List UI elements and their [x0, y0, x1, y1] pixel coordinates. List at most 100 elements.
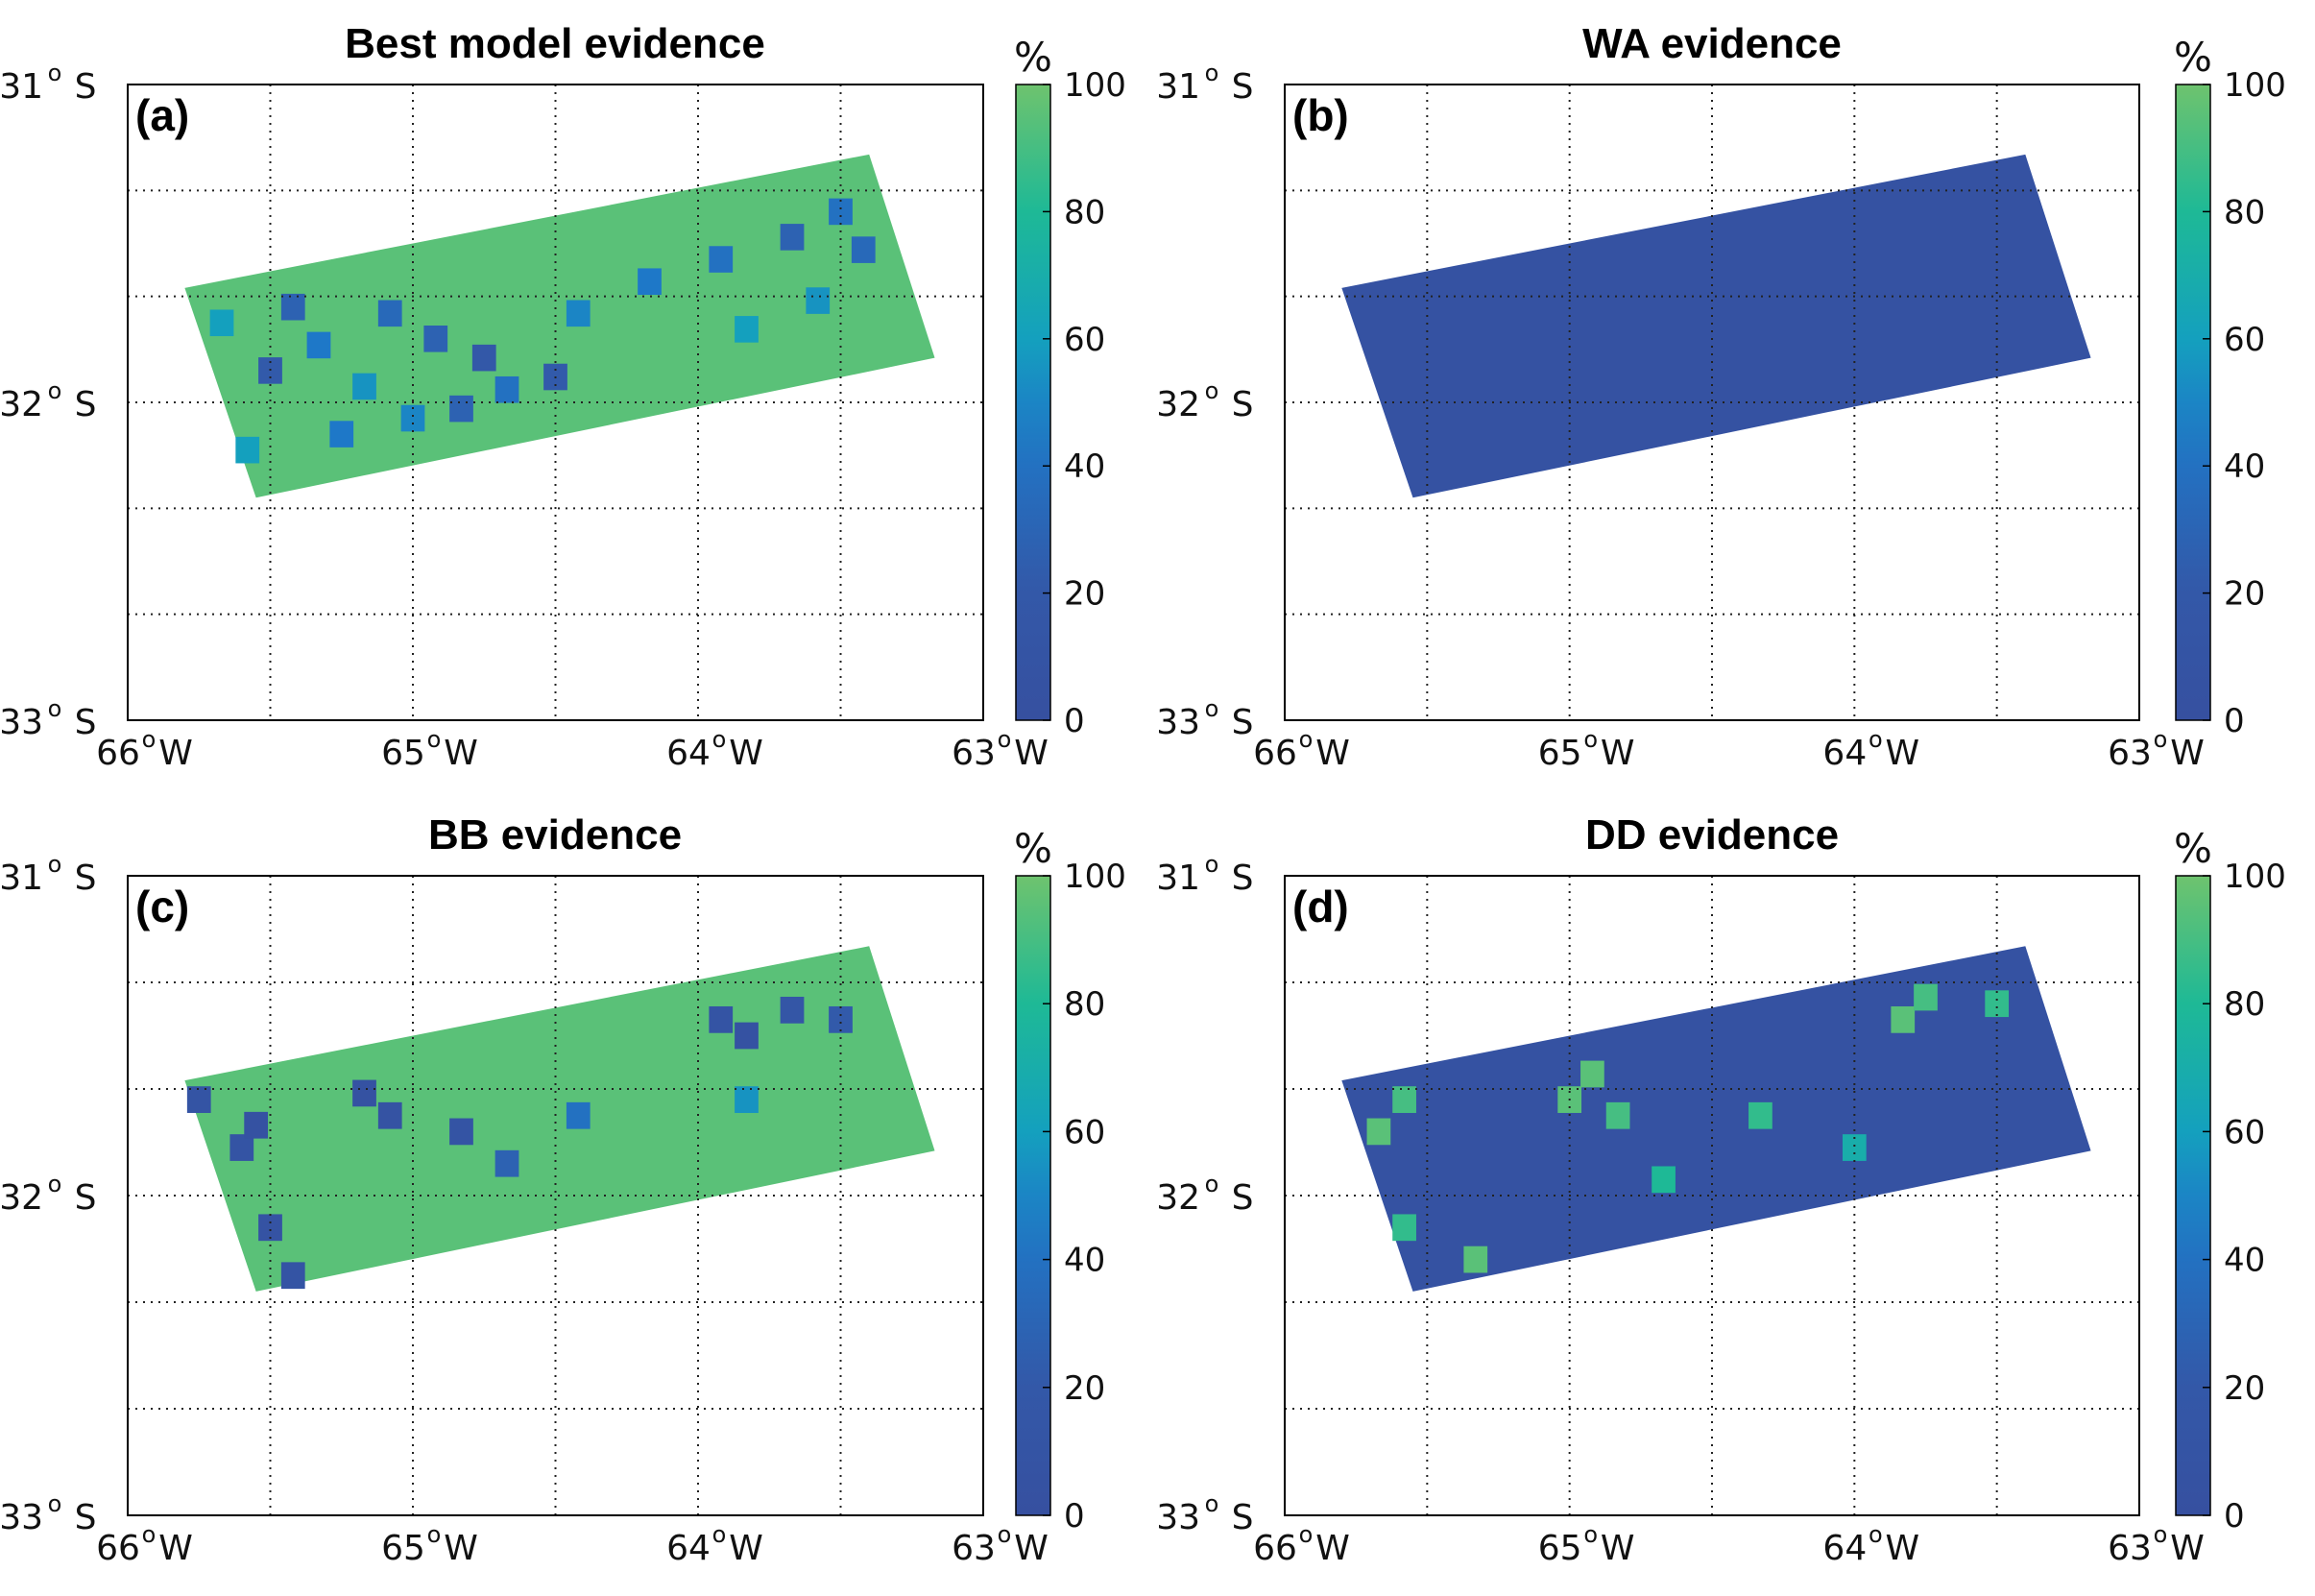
- data-cell: [1748, 1101, 1772, 1129]
- data-cell: [352, 373, 376, 400]
- y-tick-degree: o: [1205, 377, 1219, 404]
- data-cell: [1891, 1005, 1916, 1033]
- data-swath: [184, 154, 935, 498]
- data-cell: [1605, 1101, 1630, 1129]
- plot-frame: [127, 84, 984, 721]
- colorbar-tick-label: 0: [1064, 1497, 1085, 1536]
- x-tick-label: 65: [1538, 1529, 1582, 1568]
- data-cell: [377, 300, 402, 327]
- colorbar-tick-label: 0: [2224, 1497, 2245, 1536]
- data-cell: [494, 375, 519, 403]
- x-tick-suffix: W: [2170, 1529, 2205, 1568]
- colorbar-tick-label: 60: [2224, 1113, 2265, 1151]
- x-tick-suffix: W: [1601, 1529, 1635, 1568]
- y-tick-label: 32: [1156, 1178, 1200, 1218]
- x-tick-label: 64: [1822, 1529, 1867, 1568]
- y-tick-label: 31: [0, 858, 43, 898]
- y-tick-degree: o: [48, 377, 62, 404]
- y-tick-degree: o: [1205, 1171, 1219, 1197]
- x-tick-suffix: W: [1315, 734, 1350, 773]
- data-cell: [449, 395, 473, 423]
- y-tick-suffix: S: [1232, 385, 1254, 424]
- data-cell: [209, 309, 234, 337]
- x-tick-label: 64: [666, 1529, 711, 1568]
- x-tick-suffix: W: [2170, 734, 2205, 773]
- y-tick-degree: o: [48, 851, 62, 878]
- y-tick-degree: o: [1205, 695, 1219, 722]
- x-tick-degree: o: [1583, 1521, 1598, 1548]
- x-tick-degree: o: [1299, 1521, 1314, 1548]
- data-cell: [566, 300, 591, 327]
- x-tick-suffix: W: [444, 1529, 478, 1568]
- x-tick-degree: o: [998, 726, 1012, 753]
- y-tick-degree: o: [48, 1490, 62, 1517]
- x-tick-degree: o: [1299, 726, 1314, 753]
- y-tick-label: 31: [0, 67, 43, 107]
- y-tick-suffix: S: [1232, 703, 1254, 742]
- data-cell: [229, 1134, 254, 1161]
- x-tick-suffix: W: [1601, 734, 1635, 773]
- panel-b: WA evidence(b)66 o W 65 o W 64 o W 63 o W31 o S32 o S33…: [1156, 20, 2286, 773]
- panel-label: (a): [135, 90, 189, 140]
- colorbar: [1015, 875, 1051, 1516]
- x-tick-label: 65: [381, 1529, 425, 1568]
- x-tick-suffix: W: [729, 1529, 763, 1568]
- colorbar-tick-label: 20: [2224, 1369, 2265, 1408]
- data-cell: [1392, 1214, 1416, 1242]
- x-tick-label: 66: [1253, 1529, 1297, 1568]
- panel-c: BB evidence(c)66 o W 65 o W 64 o W 63 o W31 o S32 o S33…: [0, 811, 1126, 1568]
- x-tick-label: 64: [666, 734, 711, 773]
- x-tick-suffix: W: [1886, 1529, 1920, 1568]
- data-cell: [329, 421, 354, 447]
- colorbar-unit: %: [2174, 34, 2212, 81]
- colorbar-tick-label: 20: [2224, 575, 2265, 614]
- x-tick-degree: o: [427, 1521, 442, 1548]
- y-tick-degree: o: [48, 60, 62, 86]
- y-tick-suffix: S: [75, 858, 97, 898]
- colorbar-tick-label: 60: [1064, 1113, 1105, 1151]
- data-cell: [244, 1111, 269, 1139]
- x-tick-suffix: W: [158, 734, 193, 773]
- colorbar-tick-label: 100: [2224, 66, 2286, 105]
- colorbar-tick-label: 100: [2224, 858, 2286, 896]
- data-cell: [735, 1022, 759, 1050]
- colorbar-tick-label: 40: [2224, 1242, 2265, 1280]
- y-tick-suffix: S: [75, 1178, 97, 1218]
- data-swath: [1341, 154, 2091, 498]
- data-cell: [471, 344, 496, 372]
- x-tick-label: 63: [2108, 734, 2152, 773]
- data-swath: [1341, 946, 2091, 1292]
- data-cell: [449, 1118, 473, 1146]
- y-tick-label: 32: [0, 1178, 43, 1218]
- x-tick-degree: o: [142, 1521, 157, 1548]
- data-cell: [851, 236, 876, 263]
- x-tick-label: 64: [1822, 734, 1867, 773]
- x-tick-degree: o: [2154, 726, 2168, 753]
- y-tick-degree: o: [1205, 60, 1219, 86]
- x-tick-degree: o: [712, 726, 727, 753]
- x-tick-suffix: W: [1014, 1529, 1049, 1568]
- data-cell: [709, 246, 734, 273]
- data-cell: [735, 316, 759, 343]
- colorbar-tick-label: 60: [1064, 321, 1105, 359]
- data-cell: [280, 1262, 305, 1290]
- colorbar-tick-label: 80: [1064, 193, 1105, 231]
- data-cell: [400, 404, 425, 432]
- y-tick-suffix: S: [1232, 67, 1254, 107]
- colorbar-tick-label: 80: [2224, 193, 2265, 231]
- colorbar: [2175, 875, 2211, 1516]
- x-tick-label: 66: [96, 734, 140, 773]
- y-tick-degree: o: [48, 1171, 62, 1197]
- data-cell: [735, 1086, 759, 1113]
- data-cell: [306, 331, 331, 359]
- y-tick-label: 31: [1156, 67, 1200, 107]
- x-tick-degree: o: [1869, 1521, 1883, 1548]
- x-tick-degree: o: [1869, 726, 1883, 753]
- data-cell: [1366, 1118, 1391, 1146]
- x-tick-suffix: W: [1315, 1529, 1350, 1568]
- data-cell: [1652, 1166, 1676, 1194]
- y-tick-suffix: S: [75, 703, 97, 742]
- data-cell: [780, 224, 805, 251]
- y-tick-label: 33: [0, 703, 43, 742]
- colorbar: [1015, 84, 1051, 721]
